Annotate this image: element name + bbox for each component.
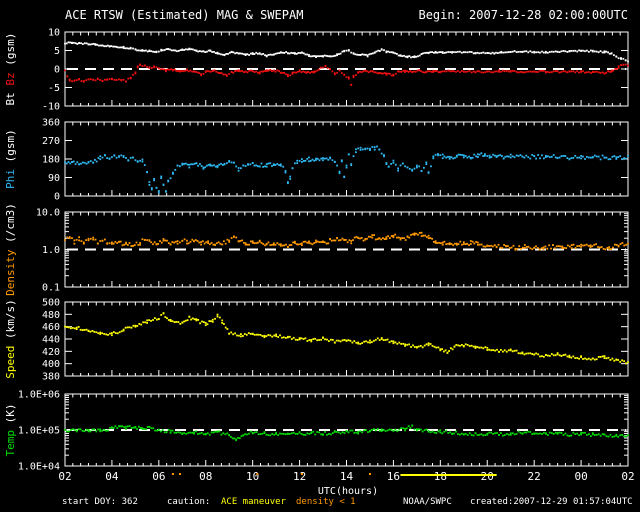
- svg-text:380: 380: [42, 372, 60, 383]
- x-tick-label: 20: [481, 470, 494, 483]
- footer-density-low-label: density < 1: [296, 497, 356, 507]
- svg-text:400: 400: [42, 359, 60, 370]
- svg-text:480: 480: [42, 310, 60, 321]
- x-tick-label: 10: [246, 470, 259, 483]
- x-tick-label: 22: [528, 470, 541, 483]
- ylabel-mag: Bt Bz (gsm): [4, 33, 17, 106]
- footer-maneuver-label: ACE maneuver: [221, 497, 287, 507]
- svg-text:0.1: 0.1: [42, 283, 60, 294]
- density-low-marker: [171, 473, 174, 475]
- footer-agency: NOAA/SWPC: [403, 497, 452, 507]
- footer-caution-label: caution:: [167, 497, 211, 507]
- x-tick-label: 16: [387, 470, 400, 483]
- ylabel-temp: Temp (K): [4, 404, 17, 457]
- density-low-marker: [368, 473, 371, 475]
- x-tick-label: 06: [152, 470, 165, 483]
- density-low-marker: [300, 473, 303, 475]
- svg-text:1.0: 1.0: [42, 245, 60, 256]
- x-axis-title: UTC(hours): [318, 486, 378, 497]
- svg-text:-10: -10: [42, 102, 60, 113]
- svg-text:460: 460: [42, 322, 60, 333]
- svg-text:500: 500: [42, 298, 60, 309]
- svg-text:420: 420: [42, 347, 60, 358]
- svg-text:10: 10: [48, 28, 60, 39]
- x-tick-label: 08: [199, 470, 212, 483]
- x-tick-label: 02: [58, 470, 71, 483]
- x-tick-label: 00: [574, 470, 587, 483]
- ylabel-speed: Speed (km/s): [4, 299, 17, 378]
- svg-text:90: 90: [48, 173, 60, 184]
- x-tick-label: 18: [434, 470, 447, 483]
- density-low-marker: [256, 473, 259, 475]
- svg-text:-5: -5: [48, 83, 60, 94]
- panel-mag: 10 5 0 -5 -10 Bt Bz (gsm): [4, 28, 629, 113]
- ylabel-phi: Phi (gsm): [4, 129, 17, 189]
- x-tick-label: 12: [293, 470, 306, 483]
- svg-text:360: 360: [42, 118, 60, 129]
- svg-text:5: 5: [54, 46, 60, 57]
- svg-text:10.0: 10.0: [36, 208, 60, 219]
- svg-text:180: 180: [42, 155, 60, 166]
- footer-start-doy: start DOY: 362: [62, 497, 138, 507]
- ylabel-density: Density (/cm3): [4, 203, 17, 296]
- plot-title: ACE RTSW (Estimated) MAG & SWEPAM: [65, 8, 304, 22]
- svg-text:0: 0: [54, 192, 60, 203]
- x-tick-label: 14: [340, 470, 354, 483]
- svg-text:1.0E+05: 1.0E+05: [18, 426, 60, 437]
- svg-text:0: 0: [54, 65, 60, 76]
- footer-created-timestamp: created:2007-12-29 01:57:04UTC: [470, 497, 633, 507]
- svg-text:1.0E+06: 1.0E+06: [18, 390, 60, 401]
- x-tick-label: 04: [105, 470, 119, 483]
- svg-text:440: 440: [42, 335, 60, 346]
- begin-timestamp: Begin: 2007-12-28 02:00:00UTC: [418, 8, 628, 22]
- svg-text:1.0E+04: 1.0E+04: [18, 462, 60, 473]
- x-tick-label: 02: [621, 470, 634, 483]
- panel-density: 10.0 1.0 0.1 Density (/cm3): [4, 203, 629, 296]
- density-low-marker: [178, 473, 181, 475]
- panel-phi: 360 270 180 90 0 Phi (gsm): [4, 118, 629, 203]
- svg-text:270: 270: [42, 136, 60, 147]
